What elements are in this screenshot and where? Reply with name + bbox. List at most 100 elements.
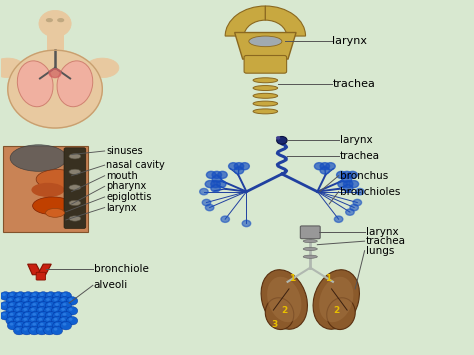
Circle shape	[13, 316, 25, 325]
Circle shape	[8, 318, 12, 321]
Circle shape	[31, 328, 35, 331]
Ellipse shape	[253, 78, 278, 83]
Text: larynx: larynx	[365, 227, 398, 237]
Circle shape	[40, 313, 44, 316]
Ellipse shape	[46, 19, 52, 22]
Circle shape	[21, 326, 32, 335]
Circle shape	[40, 323, 44, 326]
Circle shape	[13, 307, 25, 315]
Circle shape	[53, 292, 64, 300]
Circle shape	[344, 181, 353, 187]
Circle shape	[61, 308, 65, 311]
Circle shape	[13, 297, 25, 305]
Polygon shape	[235, 33, 296, 59]
Circle shape	[31, 298, 35, 301]
Circle shape	[30, 292, 41, 300]
Ellipse shape	[267, 277, 301, 322]
Circle shape	[36, 297, 47, 305]
Circle shape	[16, 328, 19, 331]
Circle shape	[221, 216, 229, 222]
Circle shape	[342, 176, 352, 182]
Circle shape	[37, 292, 49, 300]
Ellipse shape	[69, 200, 81, 206]
Circle shape	[7, 312, 18, 320]
Circle shape	[326, 163, 335, 170]
Circle shape	[46, 318, 50, 321]
Wedge shape	[225, 6, 265, 36]
Circle shape	[2, 313, 6, 316]
Circle shape	[51, 326, 63, 335]
Circle shape	[60, 292, 72, 300]
Circle shape	[202, 200, 211, 206]
Ellipse shape	[86, 58, 119, 78]
Circle shape	[23, 328, 27, 331]
Text: pharynx: pharynx	[106, 181, 146, 191]
Circle shape	[22, 302, 34, 310]
Circle shape	[30, 312, 41, 320]
Circle shape	[234, 167, 244, 174]
Circle shape	[60, 312, 72, 320]
Circle shape	[66, 307, 78, 315]
Circle shape	[45, 321, 56, 330]
Circle shape	[16, 298, 19, 301]
Circle shape	[0, 302, 11, 310]
Text: sinuses: sinuses	[106, 146, 143, 156]
Circle shape	[61, 298, 65, 301]
Circle shape	[349, 181, 359, 187]
Text: mouth: mouth	[106, 171, 138, 181]
Circle shape	[37, 302, 49, 310]
Text: lungs: lungs	[365, 246, 394, 256]
Ellipse shape	[57, 61, 93, 107]
Circle shape	[44, 307, 55, 315]
Circle shape	[206, 171, 216, 179]
Circle shape	[25, 323, 28, 326]
Circle shape	[15, 312, 26, 320]
Circle shape	[28, 316, 40, 325]
Circle shape	[36, 326, 47, 335]
Circle shape	[212, 176, 221, 182]
Circle shape	[30, 321, 41, 330]
Circle shape	[53, 321, 64, 330]
Circle shape	[218, 171, 227, 179]
Circle shape	[242, 220, 251, 226]
Circle shape	[25, 313, 28, 316]
Circle shape	[28, 307, 40, 315]
FancyBboxPatch shape	[46, 31, 64, 50]
Circle shape	[51, 297, 63, 305]
Ellipse shape	[46, 208, 64, 217]
Polygon shape	[3, 146, 88, 232]
Ellipse shape	[8, 50, 102, 128]
Circle shape	[69, 318, 73, 321]
Circle shape	[47, 323, 51, 326]
Circle shape	[17, 303, 21, 306]
Circle shape	[17, 323, 21, 326]
Circle shape	[2, 303, 6, 306]
Circle shape	[15, 292, 26, 300]
Circle shape	[46, 328, 50, 331]
Text: bronchiole: bronchiole	[94, 264, 149, 274]
Circle shape	[45, 302, 56, 310]
Ellipse shape	[69, 169, 81, 175]
Ellipse shape	[303, 255, 318, 258]
Ellipse shape	[303, 247, 318, 251]
Text: bronchus: bronchus	[339, 171, 388, 181]
Circle shape	[46, 308, 50, 311]
Circle shape	[9, 303, 13, 306]
Circle shape	[15, 321, 26, 330]
Circle shape	[40, 293, 44, 296]
Circle shape	[205, 204, 214, 211]
Circle shape	[320, 163, 329, 170]
Circle shape	[32, 323, 36, 326]
Circle shape	[334, 216, 343, 222]
Ellipse shape	[319, 277, 354, 322]
Circle shape	[47, 313, 51, 316]
Circle shape	[32, 303, 36, 306]
Ellipse shape	[69, 216, 81, 221]
Circle shape	[21, 297, 32, 305]
Text: larynx: larynx	[339, 135, 372, 145]
Circle shape	[54, 318, 57, 321]
Ellipse shape	[36, 170, 79, 189]
Circle shape	[63, 323, 66, 326]
Polygon shape	[27, 264, 42, 275]
Ellipse shape	[303, 240, 318, 243]
